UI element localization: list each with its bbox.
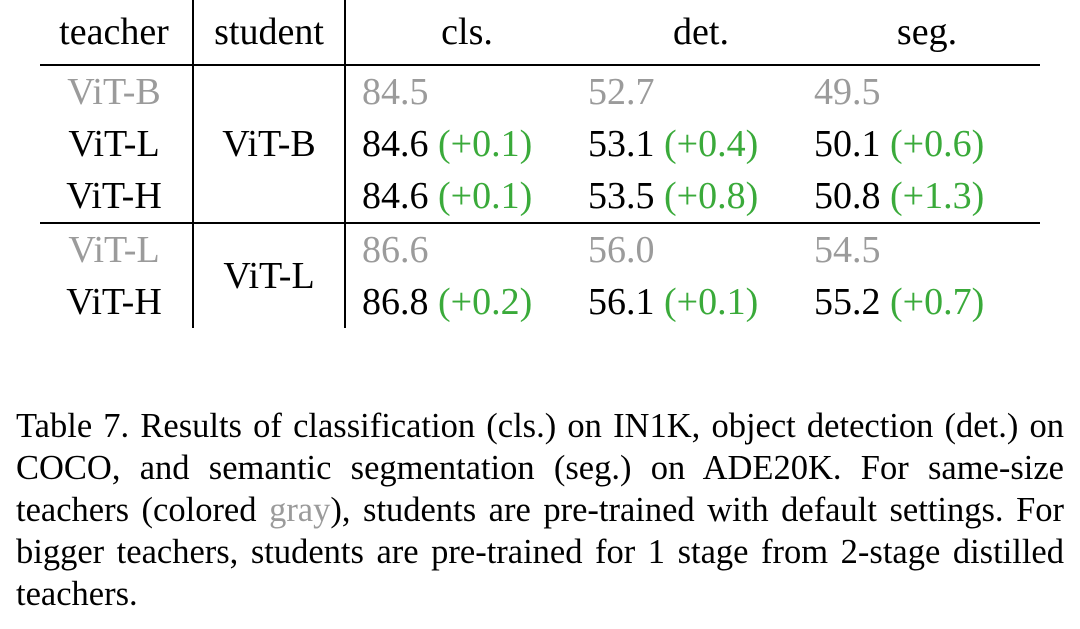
- cell-cls-value: 86.6: [362, 229, 429, 271]
- table-header-row: teacher student cls. det. seg.: [40, 0, 1040, 66]
- cell-seg-value: 50.1: [814, 123, 881, 165]
- cell-seg-value: 54.5: [814, 229, 881, 271]
- table-row: ViT-L 84.6 (+0.1) 53.1 (+0.4) 50.1 (+0.6): [40, 118, 1040, 170]
- results-table-container: teacher student cls. det. seg. ViT-B ViT-…: [40, 0, 1040, 328]
- cell-det-delta: (+0.8): [664, 175, 759, 217]
- cell-seg-value: 55.2: [814, 281, 881, 323]
- cell-det-value: 53.1: [588, 123, 655, 165]
- cell-teacher: ViT-H: [40, 170, 193, 224]
- cell-cls-delta: (+0.2): [438, 281, 533, 323]
- cell-det: 56.0: [588, 223, 814, 276]
- cell-student: ViT-L: [192, 223, 346, 328]
- cell-teacher: ViT-L: [68, 229, 160, 271]
- caption-text-part-1: Table 7. Results of classification (cls.…: [16, 406, 1064, 529]
- cell-det: 56.1 (+0.1): [588, 276, 814, 328]
- cell-cls: 86.8 (+0.2): [345, 276, 588, 328]
- cell-det-delta: (+0.1): [664, 281, 759, 323]
- caption-text-part-2: ), students are pre-trained with default…: [16, 490, 1064, 613]
- cell-seg: 54.5: [814, 223, 1040, 276]
- results-table: teacher student cls. det. seg. ViT-B ViT-…: [40, 0, 1040, 328]
- cell-teacher: ViT-B: [67, 71, 161, 113]
- table-row: ViT-B ViT-B 84.5 52.7 49.5: [40, 65, 1040, 224]
- header-seg: seg.: [814, 0, 1040, 66]
- caption-gray-word: gray: [269, 490, 331, 529]
- cell-seg: 50.1 (+0.6): [814, 118, 1040, 170]
- cell-det-delta: (+0.4): [664, 123, 759, 165]
- cell-det-value: 56.1: [588, 281, 655, 323]
- cell-cls-delta: (+0.1): [438, 175, 533, 217]
- cell-det-value: 53.5: [588, 175, 655, 217]
- cell-seg: 49.5: [814, 65, 1040, 118]
- cell-cls: 86.6: [345, 223, 588, 276]
- cell-cls-value: 84.5: [362, 71, 429, 113]
- cell-cls: 84.6 (+0.1): [345, 170, 588, 224]
- cell-seg-delta: (+1.3): [890, 175, 985, 217]
- cell-teacher: ViT-L: [68, 123, 160, 165]
- header-cls: cls.: [345, 0, 588, 66]
- cell-cls: 84.6 (+0.1): [345, 118, 588, 170]
- cell-student: ViT-B: [192, 65, 346, 224]
- table-caption: Table 7. Results of classification (cls.…: [16, 405, 1064, 615]
- cell-seg-delta: (+0.7): [890, 281, 985, 323]
- cell-det-value: 52.7: [588, 71, 655, 113]
- cell-teacher: ViT-H: [66, 281, 162, 323]
- cell-seg-value: 50.8: [814, 175, 881, 217]
- cell-det: 53.1 (+0.4): [588, 118, 814, 170]
- table-row: ViT-H 84.6 (+0.1) 53.5 (+0.8) 50.8 (+1.3): [40, 170, 1040, 224]
- cell-seg-delta: (+0.6): [890, 123, 985, 165]
- table-row: ViT-L ViT-L 86.6 56.0 54.5: [40, 223, 1040, 328]
- cell-det: 52.7: [588, 65, 814, 118]
- header-student: student: [192, 0, 346, 66]
- cell-det-value: 56.0: [588, 229, 655, 271]
- table-row: ViT-H 86.8 (+0.2) 56.1 (+0.1) 55.2 (+0.7): [40, 276, 1040, 328]
- header-det: det.: [588, 0, 814, 66]
- cell-det: 53.5 (+0.8): [588, 170, 814, 224]
- cell-cls-value: 86.8: [362, 281, 429, 323]
- table-body: ViT-B ViT-B 84.5 52.7 49.5 ViT-L 84.6 (+0.1) 53…: [40, 65, 1040, 328]
- cell-seg-value: 49.5: [814, 71, 881, 113]
- cell-seg: 50.8 (+1.3): [814, 170, 1040, 224]
- header-teacher: teacher: [40, 0, 193, 66]
- cell-cls-value: 84.6: [362, 175, 429, 217]
- cell-cls-value: 84.6: [362, 123, 429, 165]
- cell-cls: 84.5: [345, 65, 588, 118]
- cell-cls-delta: (+0.1): [438, 123, 533, 165]
- cell-seg: 55.2 (+0.7): [814, 276, 1040, 328]
